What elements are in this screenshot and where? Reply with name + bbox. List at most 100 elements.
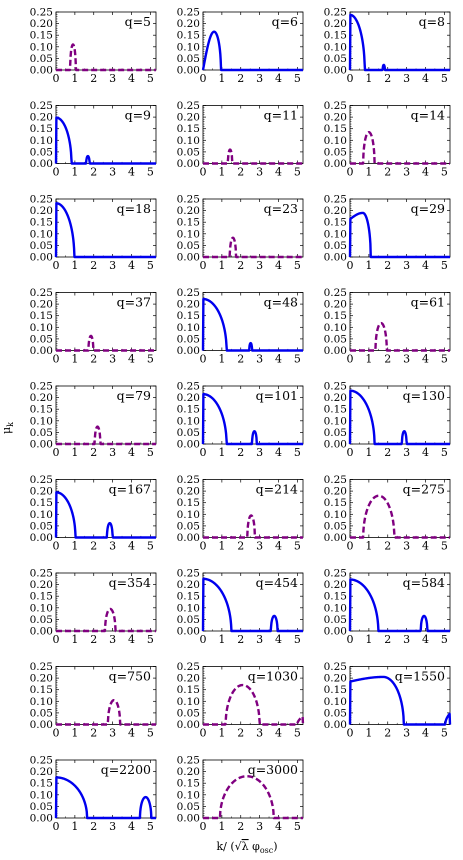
x-tick-label: 5: [147, 446, 154, 459]
x-tick-label: 2: [384, 353, 391, 366]
x-tick-label: 3: [403, 446, 410, 459]
x-tick-label: 3: [109, 633, 116, 646]
y-tick-label: 0.20: [30, 392, 53, 404]
x-tick-label: 3: [109, 72, 116, 85]
panel: 0.000.050.100.150.200.25 0 1 2 3 4 5 q=101: [177, 381, 304, 459]
y-tick-label: 0.25: [177, 755, 200, 767]
series-line: [348, 578, 451, 633]
series-line: [54, 776, 157, 820]
y-tick-label: 0.05: [30, 53, 53, 65]
y-tick-label: 0.05: [324, 146, 347, 158]
panel-label: q=18: [117, 201, 151, 216]
y-tick-label: 0.20: [30, 18, 53, 30]
x-tick-label: 2: [384, 166, 391, 179]
x-tick-label: 4: [422, 166, 429, 179]
y-tick-label: 0.00: [177, 813, 200, 825]
y-tick-label: 0.15: [177, 123, 200, 135]
y-tick-label: 0.05: [177, 427, 200, 439]
x-tick-label: 0: [200, 72, 207, 85]
x-tick-label: 3: [256, 727, 263, 740]
x-tick-label: 4: [422, 259, 429, 272]
panel: 0.000.050.100.150.200.25 0 1 2 3 4 5 q=214: [177, 474, 304, 553]
x-tick-label: 5: [441, 353, 448, 366]
y-tick-label: 0.00: [324, 719, 347, 731]
x-tick-label: 4: [422, 633, 429, 646]
x-tick-label: 0: [53, 727, 60, 740]
x-tick-label: 0: [200, 633, 207, 646]
y-tick-label: 0.05: [30, 146, 53, 158]
y-tick-label: 0.05: [177, 614, 200, 626]
y-tick-label: 0.25: [30, 194, 53, 206]
x-tick-label: 1: [365, 259, 372, 272]
y-tick-label: 0.10: [30, 696, 53, 708]
x-axis-label-lambda: λ: [242, 840, 249, 853]
x-tick-label: 0: [200, 727, 207, 740]
x-tick-label: 0: [200, 166, 207, 179]
x-tick-label: 4: [128, 820, 135, 833]
panel-label: q=2200: [101, 762, 151, 777]
x-tick-label: 5: [294, 353, 301, 366]
panel: 0.000.050.100.150.200.25 0 1 2 3 4 5 q=275: [324, 474, 451, 553]
y-tick-label: 0.00: [177, 439, 200, 451]
x-tick-label: 4: [422, 72, 429, 85]
x-tick-label: 3: [109, 820, 116, 833]
panel: 0.000.050.100.150.200.25 0 1 2 3 4 5 q=9: [30, 100, 157, 179]
y-tick-label: 0.00: [177, 252, 200, 264]
panel: 0.000.050.100.150.200.25 0 1 2 3 4 5 q=37: [30, 287, 157, 366]
panel: 0.000.050.100.150.200.25 0 1 2 3 4 5 q=79: [30, 381, 157, 459]
panel-frame: [202, 479, 304, 538]
y-tick-label: 0.15: [177, 497, 200, 509]
x-tick-label: 2: [90, 820, 97, 833]
y-tick-label: 0.05: [324, 333, 347, 345]
x-tick-label: 1: [71, 353, 78, 366]
x-tick-label: 0: [53, 446, 60, 459]
panel-label: q=61: [411, 295, 445, 310]
panel-label: q=79: [117, 388, 151, 403]
x-tick-label: 1: [365, 633, 372, 646]
x-tick-label: 2: [384, 72, 391, 85]
y-tick-label: 0.20: [30, 205, 53, 217]
series-line: [55, 425, 157, 446]
y-tick-label: 0.25: [177, 474, 200, 486]
x-tick-label: 5: [147, 259, 154, 272]
x-axis-label-sqrt: √: [235, 840, 243, 853]
y-tick-label: 0.05: [177, 707, 200, 719]
x-tick-label: 2: [237, 820, 244, 833]
y-tick-label: 0.00: [30, 65, 53, 77]
y-tick-label: 0.05: [177, 333, 200, 345]
x-tick-label: 0: [347, 72, 354, 85]
x-tick-label: 1: [71, 820, 78, 833]
x-tick-label: 2: [237, 446, 244, 459]
panel-frame: [202, 666, 304, 725]
panel-label: q=1030: [248, 669, 298, 684]
y-tick-label: 0.05: [324, 520, 347, 532]
x-tick-label: 3: [109, 353, 116, 366]
x-tick-label: 5: [147, 727, 154, 740]
y-tick-label: 0.20: [324, 112, 347, 124]
x-tick-label: 2: [384, 633, 391, 646]
x-tick-label: 5: [147, 540, 154, 553]
x-tick-label: 2: [90, 633, 97, 646]
x-tick-label: 2: [384, 446, 391, 459]
panel-frame: [349, 292, 451, 351]
x-tick-label: 3: [256, 72, 263, 85]
y-tick-label: 0.05: [324, 427, 347, 439]
x-tick-label: 5: [147, 633, 154, 646]
panel: 0.000.050.100.150.200.25 0 1 2 3 4 5 q=29: [324, 194, 451, 272]
y-tick-label: 0.15: [324, 217, 347, 229]
x-tick-label: 5: [294, 446, 301, 459]
y-tick-label: 0.00: [324, 252, 347, 264]
x-tick-label: 4: [128, 540, 135, 553]
y-tick-label: 0.00: [177, 65, 200, 77]
y-tick-label: 0.20: [324, 579, 347, 591]
x-tick-label: 0: [200, 820, 207, 833]
x-tick-label: 5: [441, 166, 448, 179]
y-tick-label: 0.25: [177, 287, 200, 299]
x-tick-label: 4: [275, 166, 282, 179]
y-tick-label: 0.15: [30, 591, 53, 603]
x-tick-label: 2: [90, 72, 97, 85]
x-tick-label: 1: [71, 633, 78, 646]
series-line: [54, 491, 157, 539]
x-tick-label: 5: [294, 540, 301, 553]
